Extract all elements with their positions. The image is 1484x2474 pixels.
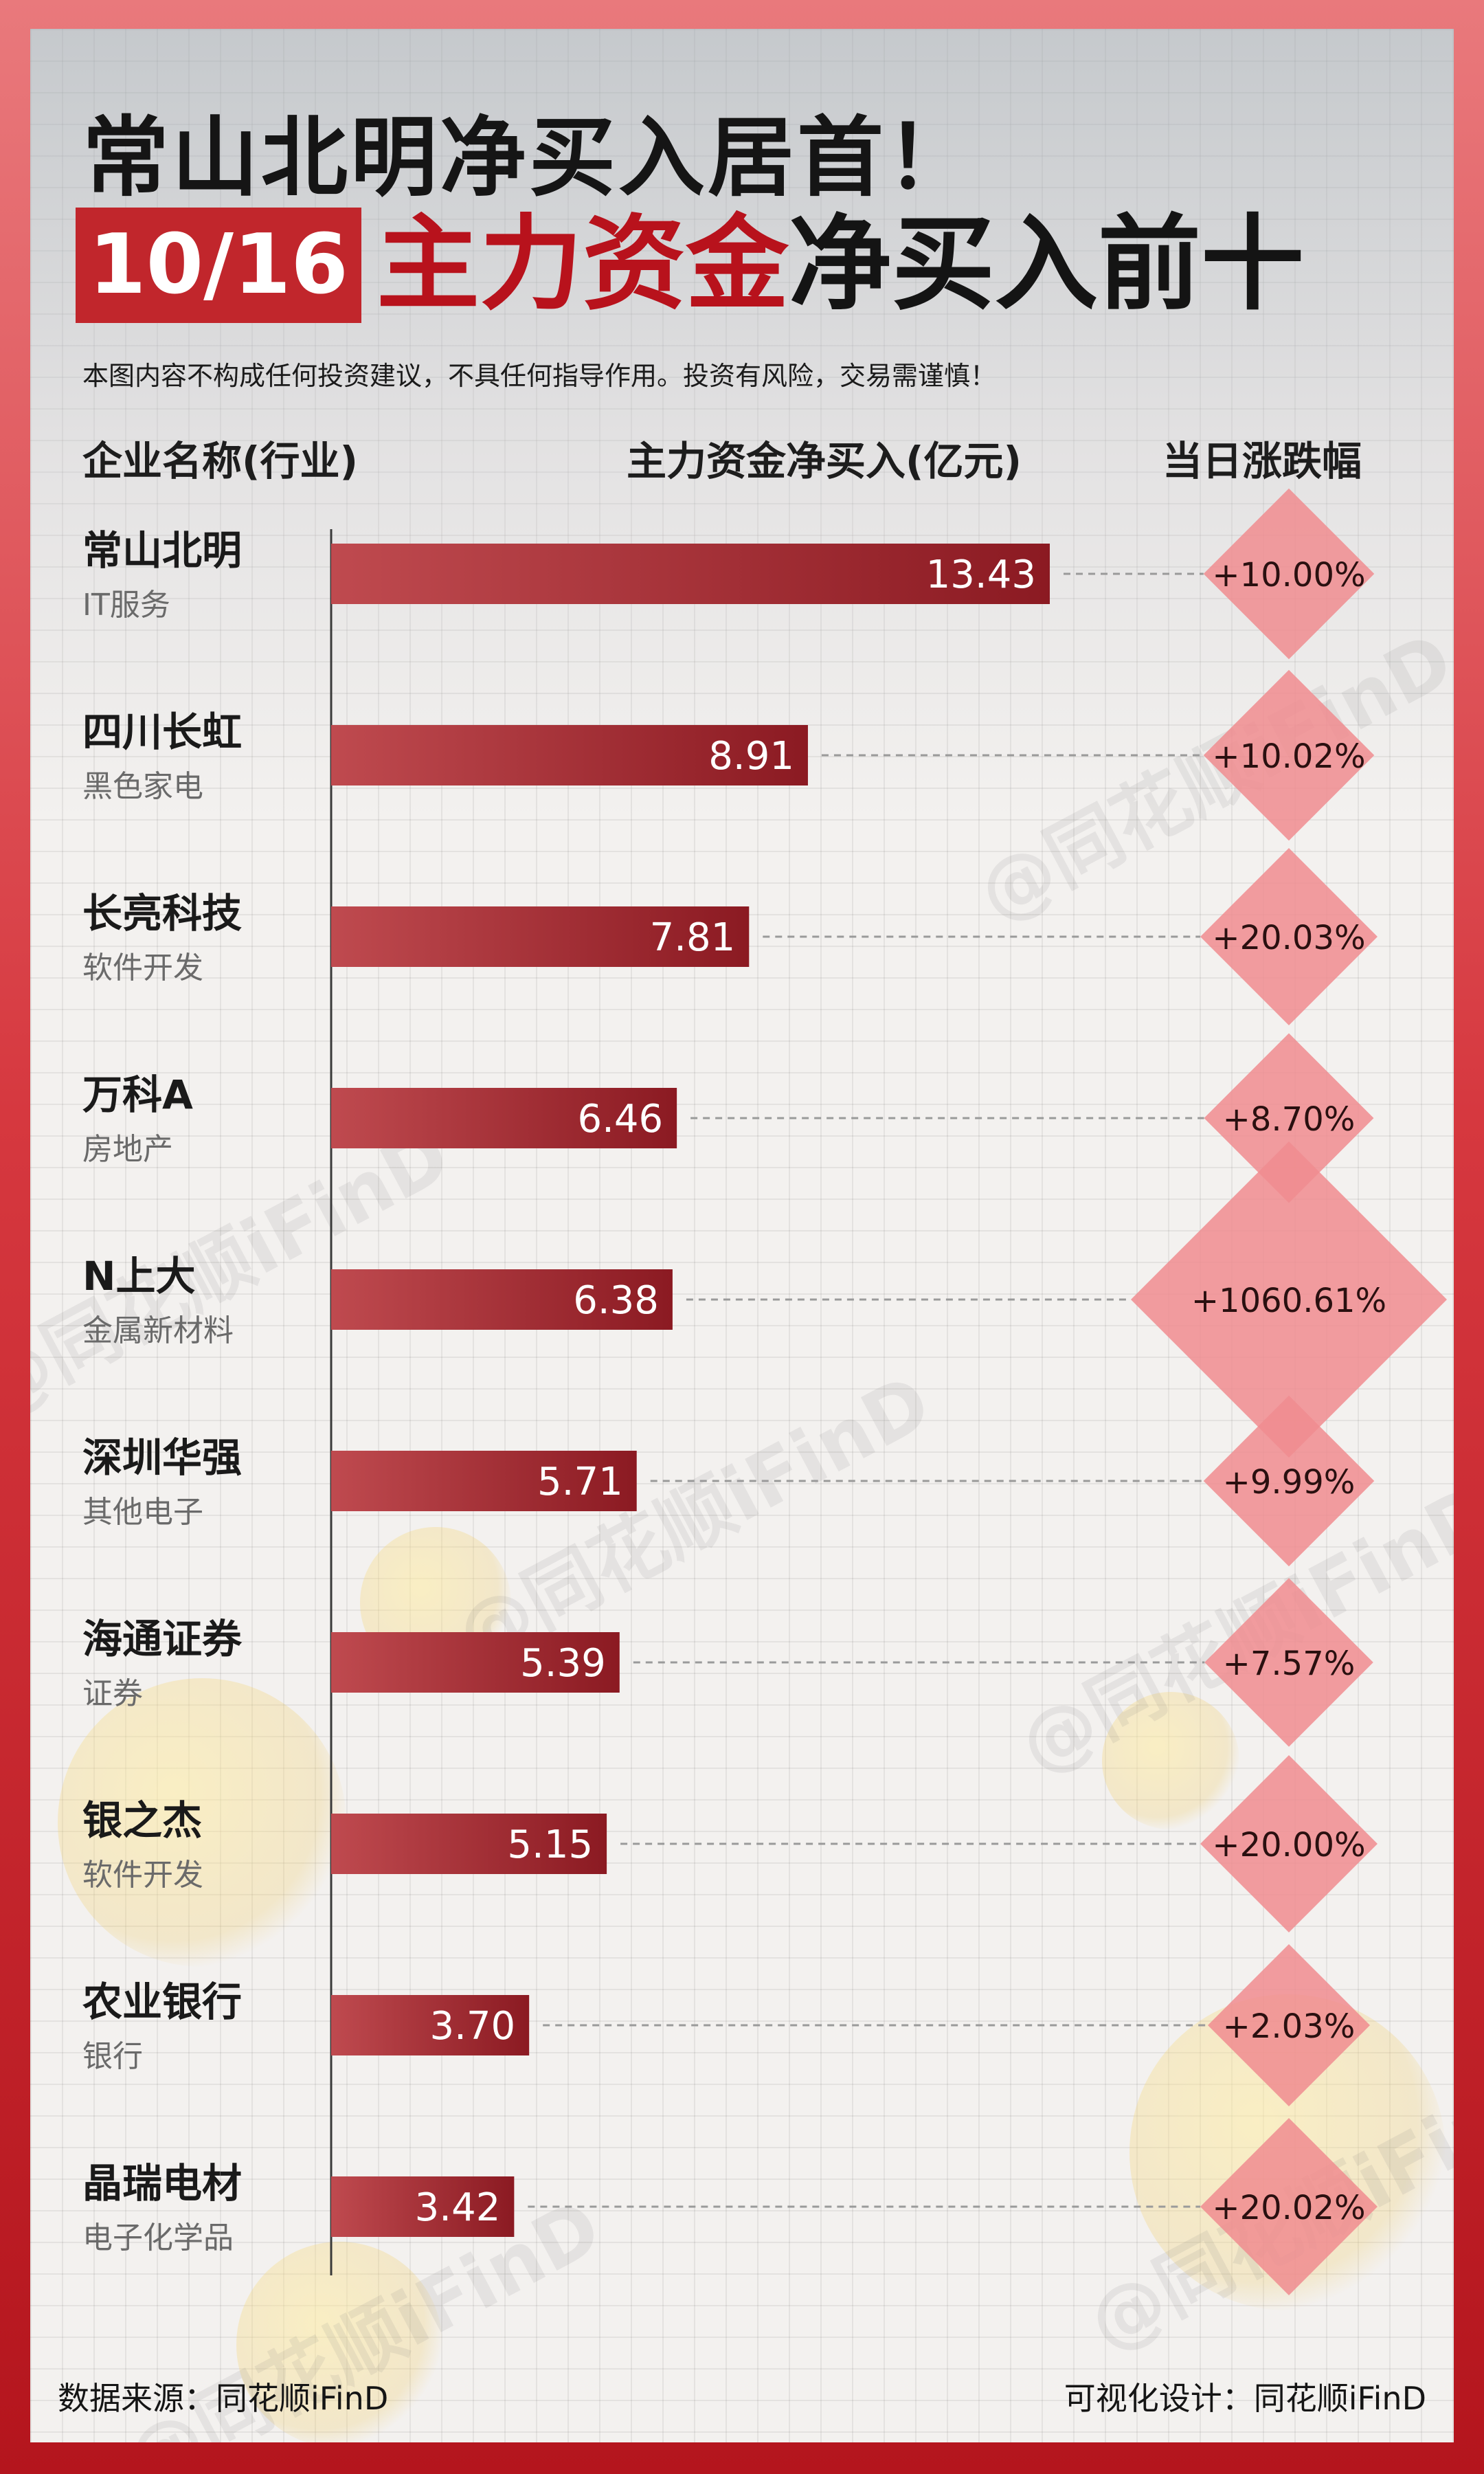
bar [331,1269,673,1330]
industry-label: 金属新材料 [82,1313,234,1348]
change-pct-label: +20.02% [1212,2189,1365,2227]
bar-value-label: 5.39 [520,1641,606,1686]
change-diamond [1203,488,1375,660]
change-diamond [1204,1033,1374,1203]
bar-value-label: 8.91 [708,734,794,779]
coin-decoration [236,2242,442,2442]
company-name-label: 万科A [82,1071,193,1118]
bar [331,1632,620,1693]
bar [331,906,750,967]
bar-value-label: 3.70 [429,2004,515,2049]
change-pct-label: +20.03% [1212,919,1365,957]
company-name-label: 长亮科技 [82,890,242,937]
change-pct-label: +20.00% [1212,1826,1365,1864]
column-header-company: 企业名称(行业) [82,438,359,484]
change-diamond [1200,1755,1378,1932]
change-diamond [1203,1395,1375,1567]
industry-label: 其他电子 [82,1495,203,1530]
change-diamond [1200,2118,1378,2295]
headline: 常山北明净买入居首！ [82,107,976,208]
subtitle-rest: 净买入前十 [789,205,1305,324]
bar-value-label: 7.81 [650,915,736,960]
industry-label: 软件开发 [82,950,203,985]
bar [331,1814,607,1874]
company-name-label: 晶瑞电材 [82,2160,242,2207]
change-diamond [1131,1141,1447,1458]
bar-value-label: 3.42 [415,2185,501,2230]
company-name-label: N上大 [82,1253,196,1300]
bar [331,1088,677,1148]
industry-label: 电子化学品 [82,2220,234,2255]
industry-label: 软件开发 [82,1858,203,1893]
change-pct-label: +8.70% [1223,1100,1356,1139]
bar-value-label: 5.15 [507,1823,593,1867]
column-header-net-buy: 主力资金净买入(亿元) [627,438,1022,484]
bar-value-label: 13.43 [926,553,1036,597]
change-diamond [1208,1944,1370,2106]
company-name-label: 海通证券 [82,1616,243,1662]
disclaimer: 本图内容不构成任何投资建议，不具任何指导作用。投资有风险，交易需谨慎！ [82,361,997,391]
date-badge: 10/16 [76,208,361,323]
bar-value-label: 6.46 [577,1097,663,1141]
change-pct-label: +1060.61% [1191,1282,1386,1320]
bar [331,2176,515,2237]
company-name-label: 深圳华强 [82,1434,242,1481]
industry-label: 黑色家电 [82,769,203,804]
change-diamond [1203,669,1375,841]
change-pct-label: +10.00% [1212,556,1365,594]
bar-value-label: 5.71 [537,1460,623,1504]
bar [331,1451,637,1511]
company-name-label: 四川长虹 [82,709,242,755]
company-name-label: 农业银行 [82,1979,242,2025]
column-header-change: 当日涨跌幅 [1162,438,1362,484]
industry-label: IT服务 [82,588,170,623]
change-pct-label: +10.02% [1212,737,1365,776]
change-pct-label: +2.03% [1223,2007,1356,2046]
design-credit: 可视化设计：同花顺iFinD [1064,2380,1426,2417]
background-shade [30,29,1454,819]
change-diamond [1204,1578,1373,1747]
industry-label: 银行 [82,2039,143,2074]
coin-decoration [58,1678,346,1967]
data-source: 数据来源：同花顺iFinD [58,2380,389,2417]
subtitle-highlight: 主力资金 [376,205,789,324]
industry-label: 证券 [82,1676,143,1711]
change-diamond [1200,848,1378,1025]
coin-decoration [1102,1692,1239,1829]
change-pct-label: +9.99% [1223,1463,1356,1502]
bar [331,544,1050,604]
chart-subtitle: 主力资金净买入前十 [376,199,1304,330]
bar-value-label: 6.38 [573,1278,659,1323]
company-name-label: 银之杰 [82,1797,202,1844]
bar [331,1995,530,2055]
company-name-label: 常山北明 [82,527,242,574]
bar [331,725,808,785]
industry-label: 房地产 [82,1132,173,1167]
change-pct-label: +7.57% [1223,1645,1356,1683]
